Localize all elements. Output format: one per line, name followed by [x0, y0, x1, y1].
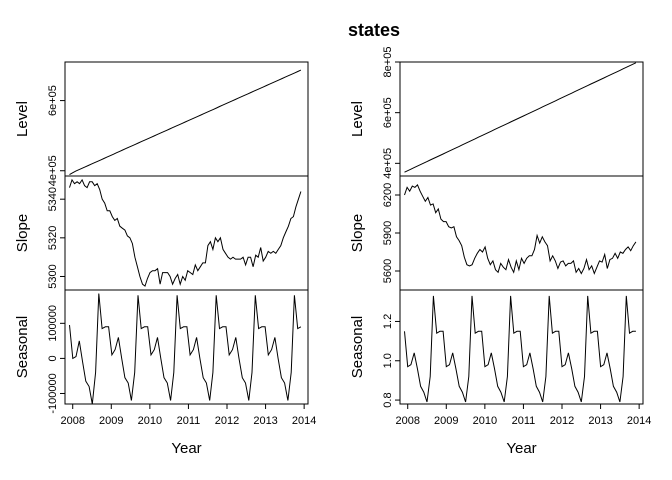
series-line-seasonal [404, 295, 636, 403]
y-tick-label: 1.0 [382, 353, 394, 368]
y-tick-label: 5300 [47, 264, 59, 288]
y-axis-label: Level [349, 101, 366, 137]
x-tick-label: 2008 [395, 415, 419, 427]
y-tick-label: 0.8 [382, 392, 394, 407]
y-tick-label: 0 [47, 355, 59, 361]
series-line-level [404, 62, 637, 173]
panel-frame [399, 61, 644, 177]
panel-slope: 5600 5900 6200 Slope [349, 175, 644, 291]
x-tick-label: 2011 [512, 415, 536, 427]
y-axis-label: Slope [349, 214, 366, 252]
panel-frame [64, 289, 309, 405]
panel-frame [64, 175, 309, 291]
y-tick-label: 1.2 [382, 314, 394, 329]
panel-seasonal: -100000 0 100000 Seasonal [14, 289, 309, 414]
panel-frame [399, 175, 644, 291]
y-tick-label: 6200 [382, 183, 394, 207]
panel-frame [399, 289, 644, 405]
y-tick-label: 8e+05 [382, 47, 394, 78]
series-line-slope [404, 184, 637, 275]
y-tick-label: -100000 [47, 373, 59, 413]
x-tick-label: 2010 [473, 415, 497, 427]
panel-level: 4e+05 6e+05 Level [14, 61, 309, 186]
y-tick-label: 6e+05 [382, 97, 394, 128]
y-tick-label: 5900 [382, 221, 394, 245]
x-tick-label: 2010 [138, 415, 162, 427]
x-tick-label: 2014 [292, 415, 316, 427]
chart-2: 4e+05 6e+05 8e+05 Level 5600 5900 6200 Slope 0.8… [349, 47, 651, 457]
x-axis-label: Year [171, 440, 201, 457]
x-tick-label: 2012 [215, 415, 239, 427]
series-line-slope [69, 178, 302, 287]
y-axis-label: Level [14, 101, 31, 137]
panel-level: 4e+05 6e+05 8e+05 Level [349, 47, 644, 179]
x-tick-label: 2011 [177, 415, 201, 427]
chart-1: 4e+05 6e+05 Level 5300 5320 5340 Slope -100000 0… [14, 61, 316, 457]
y-axis-label: Slope [14, 214, 31, 252]
y-tick-label: 4e+05 [382, 148, 394, 179]
y-tick-label: 4e+05 [47, 155, 59, 186]
y-tick-label: 6e+05 [47, 85, 59, 116]
y-tick-label: 5600 [382, 259, 394, 283]
panel-slope: 5300 5320 5340 Slope [14, 175, 309, 291]
x-tick-label: 2014 [627, 415, 651, 427]
x-tick-label: 2013 [588, 415, 612, 427]
x-axis-label: Year [506, 440, 536, 457]
y-axis-label: Seasonal [349, 316, 366, 379]
x-tick-label: 2013 [253, 415, 277, 427]
series-line-level [69, 69, 302, 176]
charts-group: 4e+05 6e+05 Level 5300 5320 5340 Slope -100000 0… [14, 47, 651, 457]
series-line-seasonal [69, 293, 302, 405]
x-tick-label: 2008 [60, 415, 84, 427]
y-tick-label: 5340 [47, 187, 59, 211]
x-tick-label: 2009 [434, 415, 458, 427]
y-tick-label: 5320 [47, 226, 59, 250]
panel-frame [64, 61, 309, 177]
y-axis-label: Seasonal [14, 316, 31, 379]
panel-seasonal: 0.8 1.0 1.2 Seasonal [349, 289, 644, 408]
y-tick-label: 100000 [47, 305, 59, 342]
figure-title: states [348, 20, 400, 40]
x-tick-label: 2009 [99, 415, 123, 427]
x-tick-label: 2012 [550, 415, 574, 427]
